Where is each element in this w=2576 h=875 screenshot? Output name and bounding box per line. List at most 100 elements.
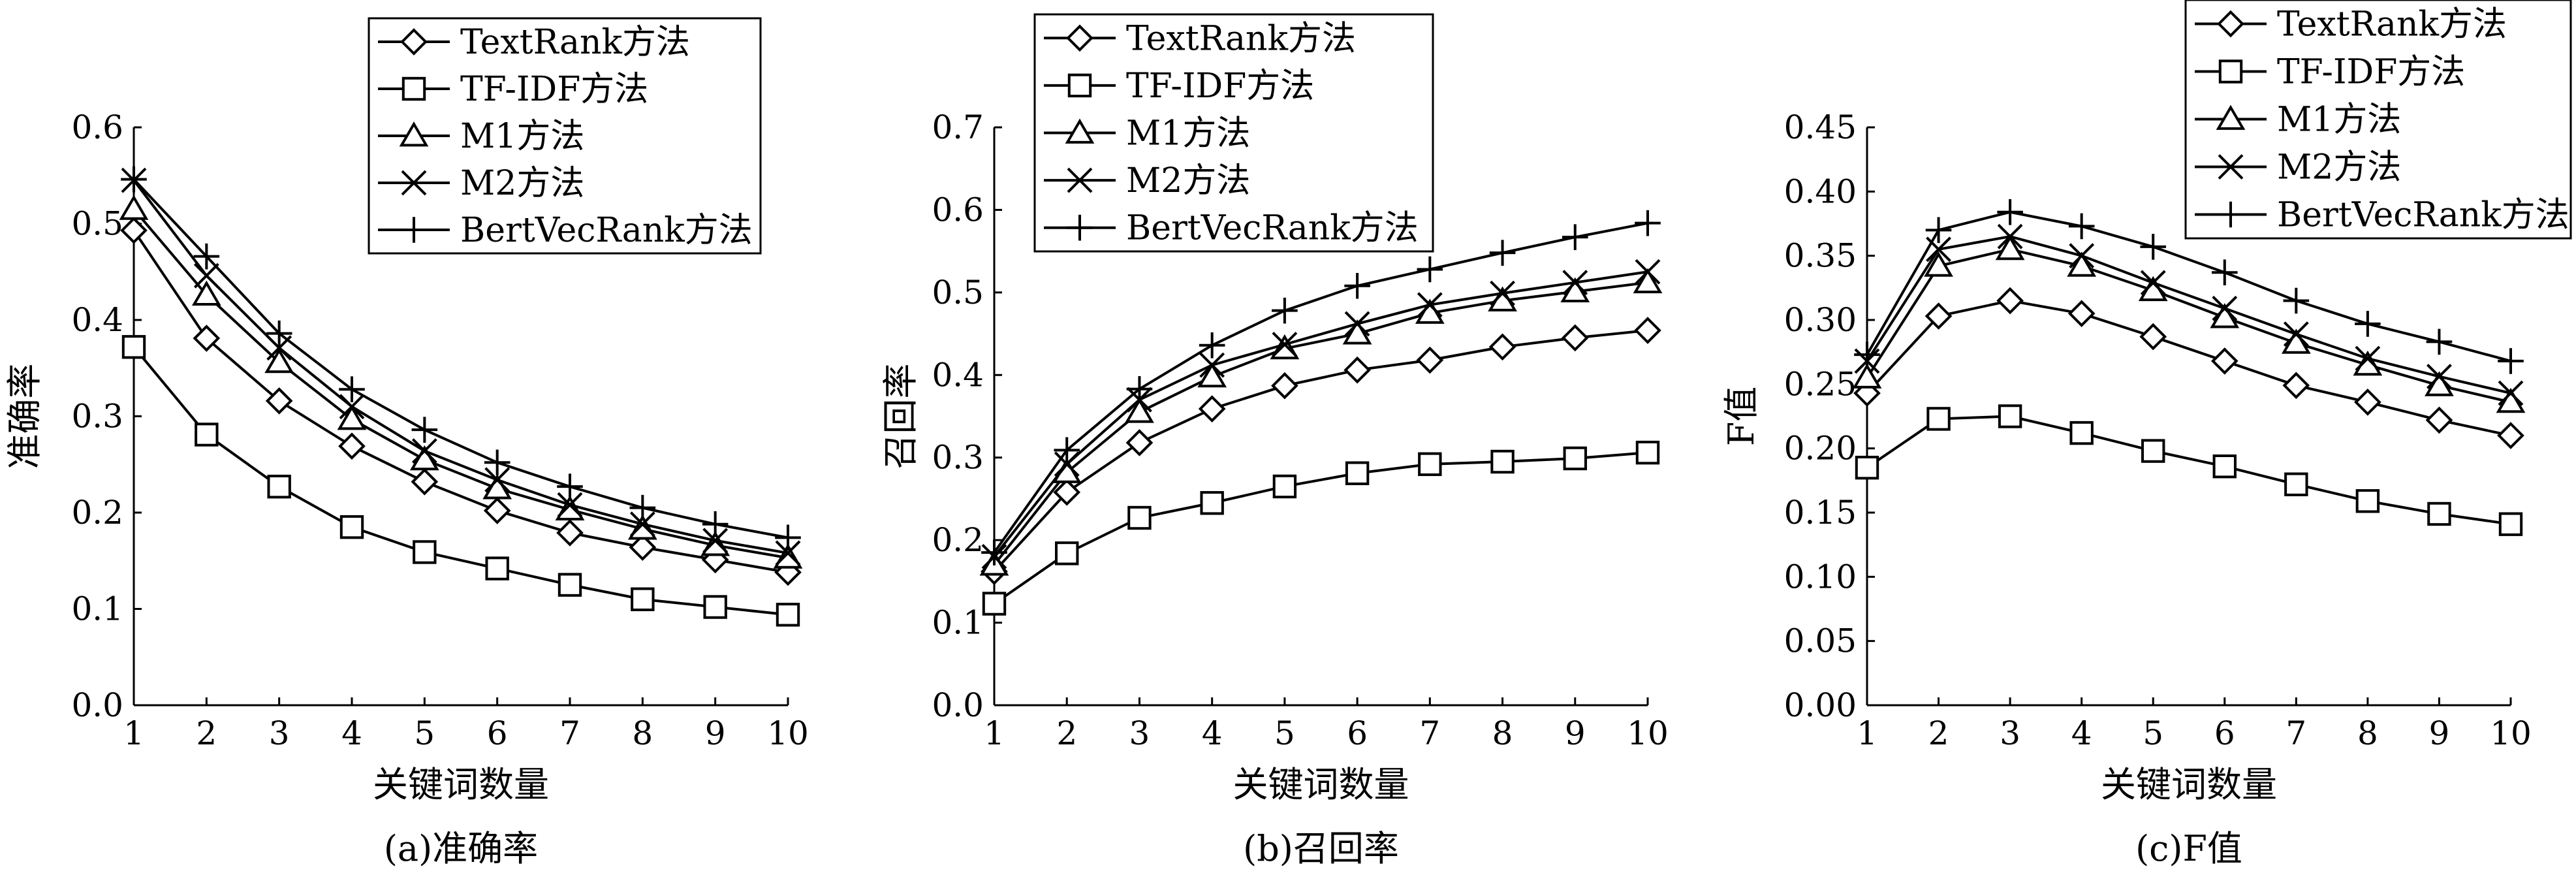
legend-label: M1方法	[2277, 101, 2401, 140]
legend-marker-plus	[1067, 214, 1093, 241]
series-diamond	[981, 317, 1661, 586]
data-point-square	[1926, 407, 1951, 431]
data-point-square	[2212, 454, 2237, 479]
data-point-plus	[411, 417, 438, 443]
legend-label: M2方法	[2277, 148, 2401, 187]
data-point-x	[629, 511, 655, 537]
legend-item: BertVecRank方法	[2195, 196, 2569, 235]
data-point-square	[558, 573, 582, 597]
y-tick-label: 0.3	[71, 398, 123, 436]
data-point-x	[1997, 223, 2023, 249]
series-triangle	[1852, 234, 2526, 413]
data-point-x	[2498, 380, 2524, 406]
data-point-square	[2284, 472, 2308, 496]
data-point-plus	[557, 473, 583, 500]
data-point-diamond	[1343, 356, 1371, 384]
x-tick-label: 7	[2285, 714, 2306, 752]
x-tick-label: 3	[269, 714, 290, 752]
data-point-plus	[1272, 297, 1298, 324]
y-tick-label: 0.00	[1784, 686, 1857, 724]
legend-item: TextRank方法	[1044, 19, 1356, 58]
legend-marker-square	[1067, 73, 1092, 98]
data-point-square	[1563, 446, 1587, 471]
x-axis-label: 关键词数量	[2101, 764, 2277, 805]
x-tick-label: 3	[2000, 714, 2020, 752]
legend-label: M2方法	[460, 164, 584, 203]
legend-label: TextRank方法	[460, 23, 690, 62]
data-point-x	[2212, 295, 2238, 321]
data-point-diamond	[1488, 333, 1516, 361]
legend-marker-triangle	[399, 121, 429, 147]
data-point-plus	[339, 376, 365, 402]
x-tick-label: 7	[559, 714, 580, 752]
legend-marker-x	[2218, 154, 2244, 180]
data-point-x	[1199, 352, 1225, 378]
legend-label: TF-IDF方法	[460, 70, 648, 109]
data-point-plus	[1925, 217, 1952, 244]
legend-label: TextRank方法	[1126, 19, 1356, 58]
series-square	[982, 440, 1660, 616]
data-point-x	[1490, 280, 1515, 306]
x-tick-label: 4	[1202, 714, 1223, 752]
y-tick-label: 0.5	[71, 205, 123, 243]
legend-item: M1方法	[2195, 101, 2401, 140]
data-point-triangle	[1995, 234, 2025, 261]
data-point-square	[267, 474, 291, 499]
data-point-diamond	[2425, 406, 2453, 434]
data-point-square	[1635, 440, 1660, 465]
data-point-square	[982, 592, 1007, 616]
data-point-triangle	[2067, 251, 2097, 277]
data-point-plus	[2211, 259, 2238, 286]
x-tick-label: 4	[2071, 714, 2092, 752]
data-point-plus	[2068, 213, 2095, 240]
legend-item: TF-IDF方法	[378, 70, 648, 109]
data-point-square	[1855, 455, 1879, 480]
y-tick-label: 0.25	[1784, 365, 1857, 403]
y-axis-label: 准确率	[4, 364, 45, 469]
series-square	[1855, 404, 2523, 536]
legend-item: M1方法	[378, 117, 584, 156]
data-point-square	[1200, 491, 1224, 515]
data-point-square	[776, 603, 800, 627]
data-point-square	[1272, 474, 1297, 499]
data-point-plus	[2140, 234, 2167, 260]
x-tick-label: 6	[2214, 714, 2235, 752]
data-point-x	[1344, 311, 1370, 337]
data-point-triangle	[773, 543, 803, 569]
data-point-diamond	[1924, 302, 1953, 330]
data-point-plus	[1489, 240, 1516, 266]
x-tick-label: 10	[2490, 714, 2532, 752]
data-point-diamond	[1561, 324, 1589, 352]
chart-caption: (b)召回率	[1243, 828, 1399, 869]
data-point-triangle	[1852, 363, 1882, 389]
series-line	[1866, 415, 2511, 526]
series-line	[993, 329, 1648, 573]
x-tick-label: 1	[1857, 714, 1877, 752]
data-point-plus	[193, 243, 220, 270]
x-tick-label: 5	[414, 714, 435, 752]
data-point-triangle	[700, 531, 730, 556]
data-point-diamond	[1053, 478, 1081, 506]
y-tick-label: 0.1	[71, 590, 123, 628]
y-tick-label: 0.6	[932, 191, 984, 229]
data-point-triangle	[1342, 319, 1372, 345]
data-point-x	[2069, 243, 2095, 269]
y-tick-label: 0.2	[71, 494, 123, 532]
series-line	[133, 346, 789, 616]
x-tick-label: 7	[1419, 714, 1440, 752]
data-point-x	[1054, 451, 1080, 477]
series-x	[121, 167, 801, 566]
y-tick-label: 0.7	[932, 108, 984, 146]
series-line	[133, 229, 789, 574]
chart-accuracy: 0.0 0.1 0.2 0.3 0.4 0.5 0.6 1 2 3 4 5 6 7 8 9 10 关键词数量 准确率…	[4, 17, 809, 869]
series-plus	[981, 210, 1661, 565]
series-triangle	[979, 268, 1663, 576]
series-plus	[1854, 199, 2524, 374]
chart-recall: 0.0 0.1 0.2 0.3 0.4 0.5 0.6 0.7 1 2 3 4 5 6 7 8 9 10 关键词数量…	[880, 13, 1669, 869]
series-plus	[121, 166, 801, 551]
data-point-square	[1490, 449, 1515, 474]
legend: TextRank方法 TF-IDF方法 M1方法 M2方法 BertVecRank方法	[368, 17, 762, 255]
data-point-plus	[121, 166, 147, 193]
data-point-square	[1998, 404, 2022, 428]
